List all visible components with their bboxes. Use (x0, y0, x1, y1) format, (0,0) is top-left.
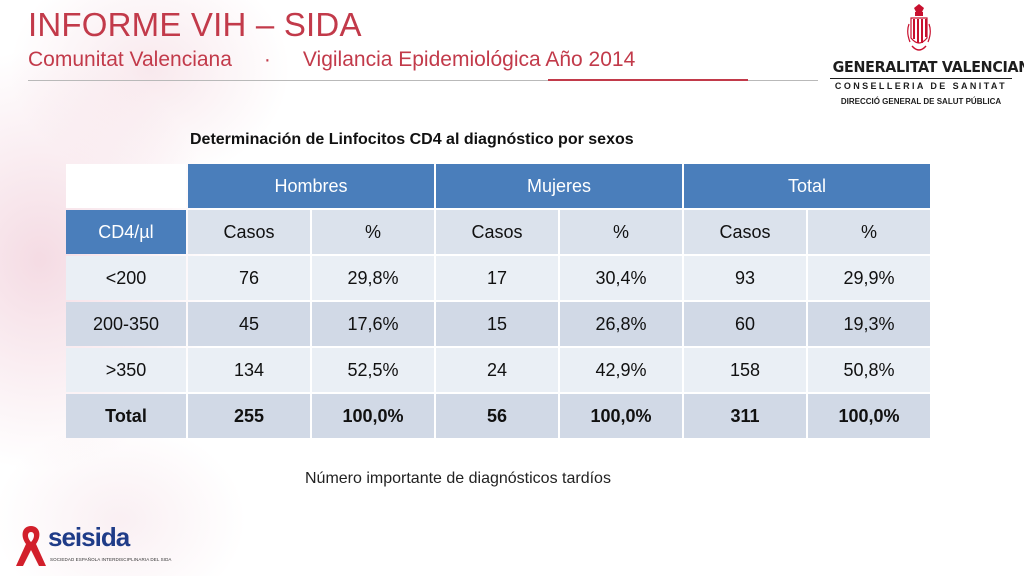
seisida-tagline: SOCIEDAD ESPAÑOLA INTERDISCIPLINARIA DEL… (50, 557, 172, 562)
generalitat-divider (830, 78, 1012, 79)
table-cell: 17 (436, 256, 558, 300)
page-title: INFORME VIH – SIDA (28, 6, 362, 43)
page-subtitle: Comunitat Valenciana · Vigilancia Epidemio… (28, 48, 635, 72)
table-cell: 26,8% (560, 302, 682, 346)
subtitle-separator: · (263, 48, 271, 71)
table-cell: 24 (436, 348, 558, 392)
table-cell: 45 (188, 302, 310, 346)
table-cell: 100,0% (808, 394, 930, 438)
seisida-logo: seisida SOCIEDAD ESPAÑOLA INTERDISCIPLIN… (10, 518, 172, 570)
table-cell: 15 (436, 302, 558, 346)
generalitat-logo: GENERALITAT VALENCIANA CONSELLERIA DE SA… (822, 0, 1024, 120)
subheader-cell: % (560, 210, 682, 254)
table-cell: 158 (684, 348, 806, 392)
conselleria-name: CONSELLERIA DE SANITAT (834, 81, 1008, 91)
table-cell: 76 (188, 256, 310, 300)
title-underline-accent (548, 79, 748, 81)
title-underline (28, 79, 818, 81)
table-cell: 30,4% (560, 256, 682, 300)
red-ribbon-icon (16, 526, 46, 566)
subtitle-topic: Vigilancia Epidemiológica Año 2014 (302, 48, 636, 71)
table-corner-cell (66, 164, 186, 208)
table-subheader-row: CD4/µl Casos % Casos % Casos % (66, 210, 930, 254)
subheader-cell: Casos (188, 210, 310, 254)
subheader-cell: % (808, 210, 930, 254)
table-cell: 50,8% (808, 348, 930, 392)
table-cell: 56 (436, 394, 558, 438)
footnote: Número importante de diagnósticos tardío… (305, 470, 611, 487)
table-cell: 100,0% (560, 394, 682, 438)
table-cell: 17,6% (312, 302, 434, 346)
directorate-name: DIRECCIÓ GENERAL DE SALUT PÚBLICA (840, 97, 1002, 106)
table-caption: Determinación de Linfocitos CD4 al diagn… (190, 131, 634, 148)
row-label: >350 (66, 348, 186, 392)
table-group-header-row: Hombres Mujeres Total (66, 164, 930, 208)
subheader-cell: Casos (436, 210, 558, 254)
seisida-wordmark: seisida (48, 522, 130, 553)
table-total-row: Total 255 100,0% 56 100,0% 311 100,0% (66, 394, 930, 438)
table-row: >350 134 52,5% 24 42,9% 158 50,8% (66, 348, 930, 392)
row-label-header: CD4/µl (66, 210, 186, 254)
table-row: <200 76 29,8% 17 30,4% 93 29,9% (66, 256, 930, 300)
coat-of-arms-icon (907, 4, 931, 51)
row-label: 200-350 (66, 302, 186, 346)
table-cell: 100,0% (312, 394, 434, 438)
table-cell: 42,9% (560, 348, 682, 392)
table-cell: 134 (188, 348, 310, 392)
row-label: <200 (66, 256, 186, 300)
table-cell: 29,8% (312, 256, 434, 300)
subheader-cell: Casos (684, 210, 806, 254)
group-header-hombres: Hombres (188, 164, 434, 208)
table-cell: 60 (684, 302, 806, 346)
table-cell: 255 (188, 394, 310, 438)
table-row: 200-350 45 17,6% 15 26,8% 60 19,3% (66, 302, 930, 346)
wordmark-suffix: sida (81, 522, 130, 552)
table-cell: 93 (684, 256, 806, 300)
table-cell: 29,9% (808, 256, 930, 300)
group-header-mujeres: Mujeres (436, 164, 682, 208)
group-header-total: Total (684, 164, 930, 208)
subtitle-region: Comunitat Valenciana (28, 48, 232, 71)
table-cell: 19,3% (808, 302, 930, 346)
wordmark-prefix: sei (48, 522, 82, 552)
cd4-table: Hombres Mujeres Total CD4/µl Casos % Cas… (64, 162, 932, 440)
generalitat-name: GENERALITAT VALENCIANA (832, 58, 1024, 76)
row-label: Total (66, 394, 186, 438)
subheader-cell: % (312, 210, 434, 254)
table-cell: 52,5% (312, 348, 434, 392)
table-cell: 311 (684, 394, 806, 438)
